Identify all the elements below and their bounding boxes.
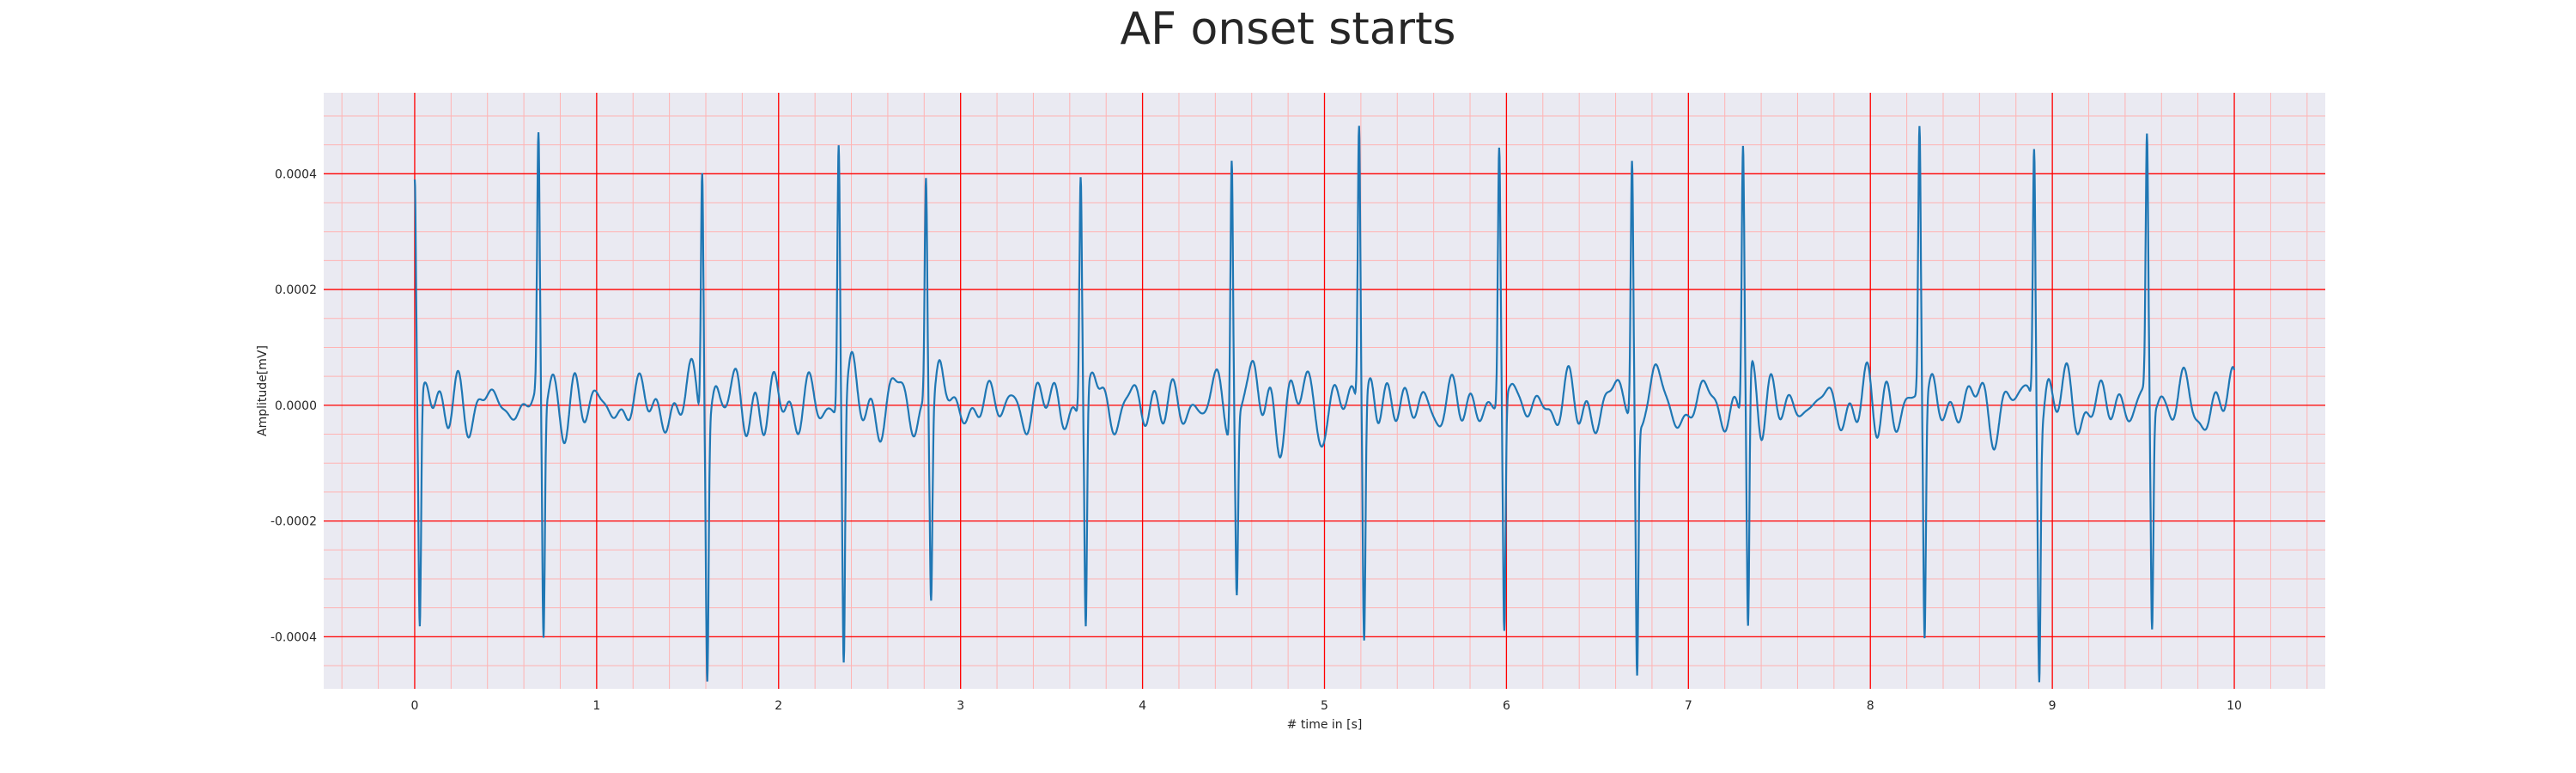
x-tick-label: 0 [410, 699, 418, 713]
x-tick-label: 2 [775, 699, 782, 713]
x-tick-label: 9 [2049, 699, 2057, 713]
y-tick-label: 0.0004 [275, 167, 317, 181]
y-tick-label: 0.0002 [275, 283, 317, 297]
x-tick-label: 3 [957, 699, 964, 713]
x-tick-label: 6 [1503, 699, 1510, 713]
x-tick-label: 8 [1867, 699, 1874, 713]
x-tick-label: 7 [1685, 699, 1692, 713]
x-tick-label: 5 [1321, 699, 1328, 713]
ecg-series-line [413, 125, 2236, 683]
x-tick-label: 1 [592, 699, 600, 713]
y-tick-label: -0.0004 [270, 630, 317, 644]
chart-title: AF onset starts [1120, 3, 1456, 55]
x-tick-label: 4 [1139, 699, 1146, 713]
y-axis-label: Amplitude[mV] [256, 345, 270, 436]
x-axis-ticks: 0 1 2 3 4 5 6 7 8 9 10 [410, 699, 2241, 713]
y-tick-label: 0.0000 [275, 399, 317, 413]
x-axis-label: # time in [s] [1287, 718, 1363, 732]
y-axis-ticks: -0.0004 -0.0002 0.0000 0.0002 0.0004 [270, 167, 317, 644]
y-tick-label: -0.0002 [270, 515, 317, 529]
x-tick-label: 10 [2227, 699, 2242, 713]
